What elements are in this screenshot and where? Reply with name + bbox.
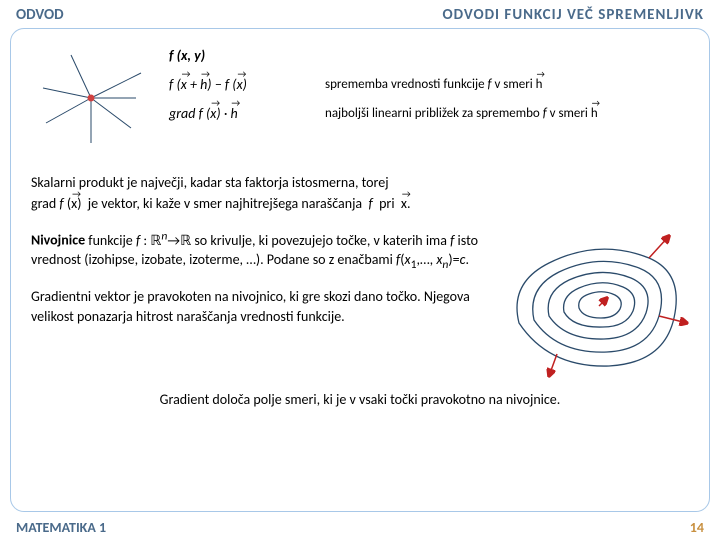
desc-grad: najboljši linearni približek za sprememb… <box>325 102 598 125</box>
function-title: f (x, y) <box>169 43 689 68</box>
mid-paragraph: Skalarni produkt je največji, kadar sta … <box>31 172 689 214</box>
footer-course: MATEMATIKA 1 <box>16 519 106 536</box>
header-right: ODVODI FUNKCIJ VEČ SPREMENLJIVK <box>442 6 704 24</box>
desc-delta: sprememba vrednosti funkcije f v smeri h <box>325 73 543 96</box>
contour-diagram <box>499 228 689 383</box>
header-left: ODVOD <box>16 6 64 24</box>
page-number: 14 <box>690 519 704 536</box>
formula-delta: f (x + h) − f (x) <box>169 72 309 97</box>
slide-frame: f (x, y) f (x + h) − f (x) sprememba vre… <box>10 28 710 512</box>
gradient-paragraph: Gradientni vektor je pravokoten na nivoj… <box>31 287 487 326</box>
conclusion-text: Gradient določa polje smeri, ki je v vsa… <box>31 391 689 408</box>
formula-grad: grad f (x) · h <box>169 101 309 126</box>
nivojnice-paragraph: Nivojnice funkcije f : ℝn→ℝ so krivulje,… <box>31 228 487 273</box>
direction-star-diagram <box>31 43 151 158</box>
